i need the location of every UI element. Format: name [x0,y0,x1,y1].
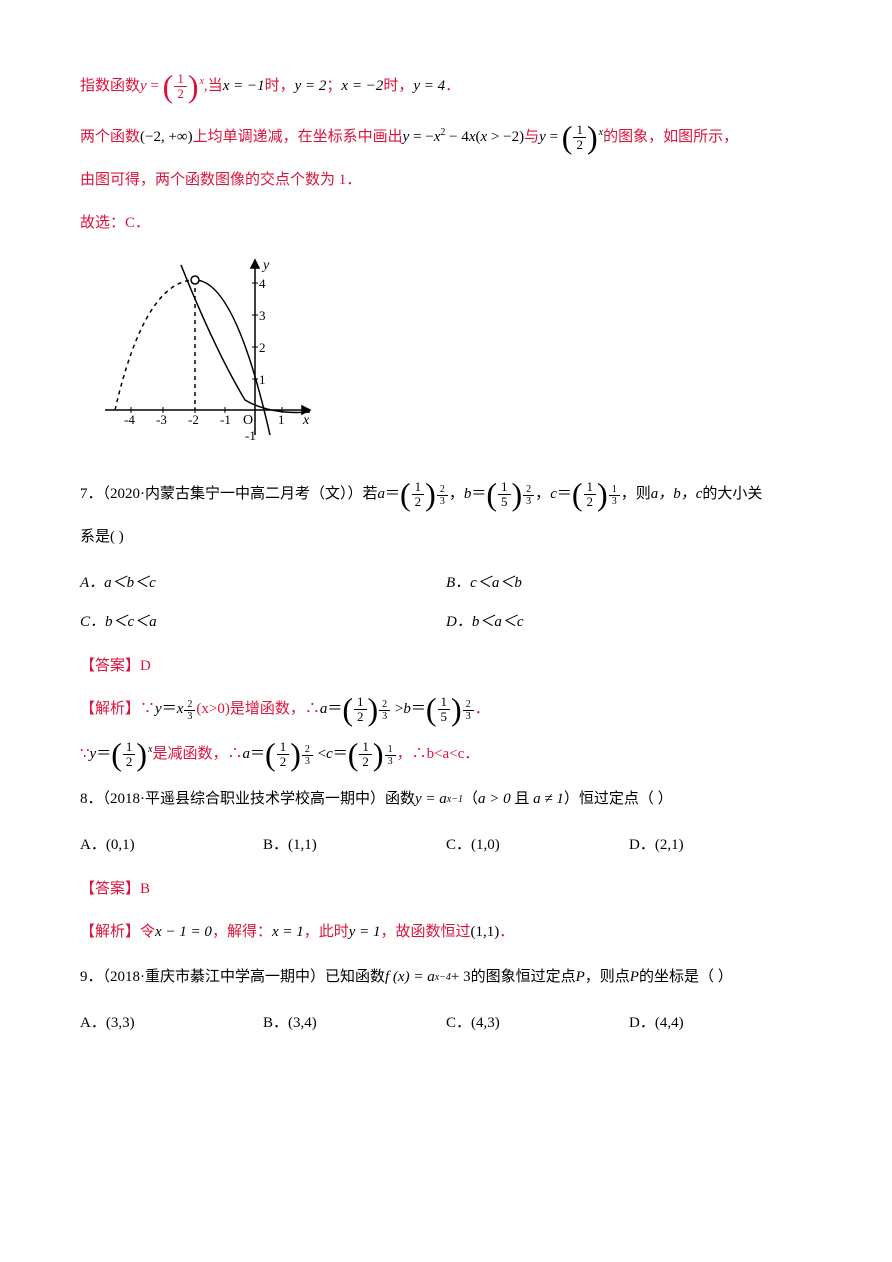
txt: ，则点 [585,961,630,994]
q7-stem2: 系是( ) [80,521,812,554]
y-eq: y = 2 [295,70,327,103]
ineq2: a＝(12)23 <c＝(12)13 [243,738,397,771]
q7-soln1: 【解析】∵ y＝x23 (x>0)是增函数，∴ a＝(12)23 >b＝(15)… [80,693,812,726]
y-eq2: y = 4 [413,70,445,103]
q8-answer: 【答案】B [80,873,812,906]
svg-text:-2: -2 [188,412,199,427]
exp-func-line: 指数函数 y = (12)x ,当 x = −1 时， y = 2 ； x = … [80,70,812,103]
c-def: c＝(12)13 [550,478,621,511]
txt: 与 [524,121,539,154]
txt: 9．（2018·重庆市綦江中学高一期中）已知函数 [80,961,385,994]
txt: ， [535,478,550,511]
svg-text:2: 2 [259,340,266,355]
ineq1: a＝(12)23 >b＝(15)23 [320,693,475,726]
exp-func2: y＝(12)x [90,738,153,771]
function-graph: y x O 4 3 2 1 -1 1 -1 -2 -3 -4 [85,250,812,463]
q7-options: A．a＜b＜c B．c＜a＜b C．b＜c＜a D．b＜a＜c [80,564,812,642]
txt: ∵ [80,738,90,771]
txt: 指数函数 [80,70,140,103]
svg-text:x: x [302,413,310,428]
txt: 两个函数 [80,121,140,154]
txt: 的图象，如图所示， [603,121,738,154]
P2: P [630,961,639,994]
q7-stem: 7．（2020·内蒙古集宁一中高二月考（文））若 a＝(12)23 ， b＝(1… [80,478,812,511]
opt-a: A．(3,3) [80,1004,263,1043]
txt: 时， [265,70,295,103]
txt: 的坐标是（ ） [639,961,733,994]
q8-stem: 8．（2018·平遥县综合职业技术学校高一期中）函数 y = ax−1 （ a … [80,783,812,816]
plus3: + 3 [451,961,471,994]
power-func: y＝x23 [155,693,196,726]
exp: x−1 [447,789,463,811]
opt-c: C．(4,3) [446,1004,629,1043]
txt: 【解析】∵ [80,693,155,726]
q7-answer: 【答案】D [80,650,812,683]
txt: 是减函数，∴ [153,738,243,771]
txt: ， [449,478,464,511]
q8-soln: 【解析】令 x − 1 = 0 ，解得：x = 1 ，此时 y = 1 ，故函数… [80,916,812,949]
opt-d: D．b＜a＜c [446,603,812,642]
x-eq2: x = −2 [341,70,383,103]
opt-c: C．b＜c＜a [80,603,446,642]
opt-c: C．(1,0) [446,826,629,865]
opt-b: B．(1,1) [263,826,446,865]
formula: y = (12)x [140,70,204,103]
period: ． [445,70,460,103]
cond: a > 0 且 a ≠ 1 [478,783,564,816]
a-def: a＝(12)23 [378,478,449,511]
q8-options: A．(0,1) B．(1,1) C．(1,0) D．(2,1) [80,826,812,865]
txt: ，∴b<a<c． [397,738,480,771]
svg-text:-4: -4 [124,412,135,427]
func: y = a [415,783,447,816]
opt-d: D．(2,1) [629,826,812,865]
svg-text:O: O [243,413,253,428]
exp-eq: y = (12)x [539,121,603,154]
answer-choice: 故选：C． [80,207,812,240]
txt: 时， [383,70,413,103]
q9-options: A．(3,3) B．(3,4) C．(4,3) D．(4,4) [80,1004,812,1043]
svg-text:y: y [261,258,270,273]
txt: 8．（2018·平遥县综合职业技术学校高一期中）函数 [80,783,415,816]
txt: (x>0)是增函数，∴ [196,693,319,726]
b-def: b＝(15)23 [464,478,535,511]
parabola-eq: y = −x2 − 4x(x > −2) [403,121,525,154]
svg-text:-1: -1 [245,428,256,443]
svg-text:3: 3 [259,308,266,323]
txt: ； [326,70,341,103]
exp: x−4 [435,967,451,989]
opt-d: D．(4,4) [629,1004,812,1043]
opt-b: B．(3,4) [263,1004,446,1043]
txt: （ [463,783,478,816]
txt: ,当 [204,70,223,103]
interval: (−2, +∞) [140,121,193,154]
opt-b: B．c＜a＜b [446,564,812,603]
svg-text:-1: -1 [220,412,231,427]
txt: 的大小关 [702,478,762,511]
svg-text:4: 4 [259,276,266,291]
x-eq: x = −1 [223,70,265,103]
txt: 的图象恒过定点 [471,961,576,994]
txt: 7．（2020·内蒙古集宁一中高二月考（文））若 [80,478,378,511]
svg-text:-3: -3 [156,412,167,427]
period: ． [475,693,490,726]
opt-a: A．a＜b＜c [80,564,446,603]
opt-a: A．(0,1) [80,826,263,865]
q7-soln2: ∵ y＝(12)x 是减函数，∴ a＝(12)23 <c＝(12)13 ，∴b<… [80,738,812,771]
txt: ）恒过定点（ ） [564,783,673,816]
svg-text:1: 1 [278,412,285,427]
txt: 上均单调递减，在坐标系中画出 [193,121,403,154]
abc: a，b，c [651,478,703,511]
P: P [576,961,585,994]
svg-text:1: 1 [259,372,266,387]
txt: ，则 [621,478,651,511]
conclusion: 由图可得，两个函数图像的交点个数为 1． [80,164,812,197]
q9-stem: 9．（2018·重庆市綦江中学高一期中）已知函数 f (x) = ax−4 + … [80,961,812,994]
monotone-line: 两个函数 (−2, +∞) 上均单调递减，在坐标系中画出 y = −x2 − 4… [80,121,812,154]
func: f (x) = a [385,961,435,994]
